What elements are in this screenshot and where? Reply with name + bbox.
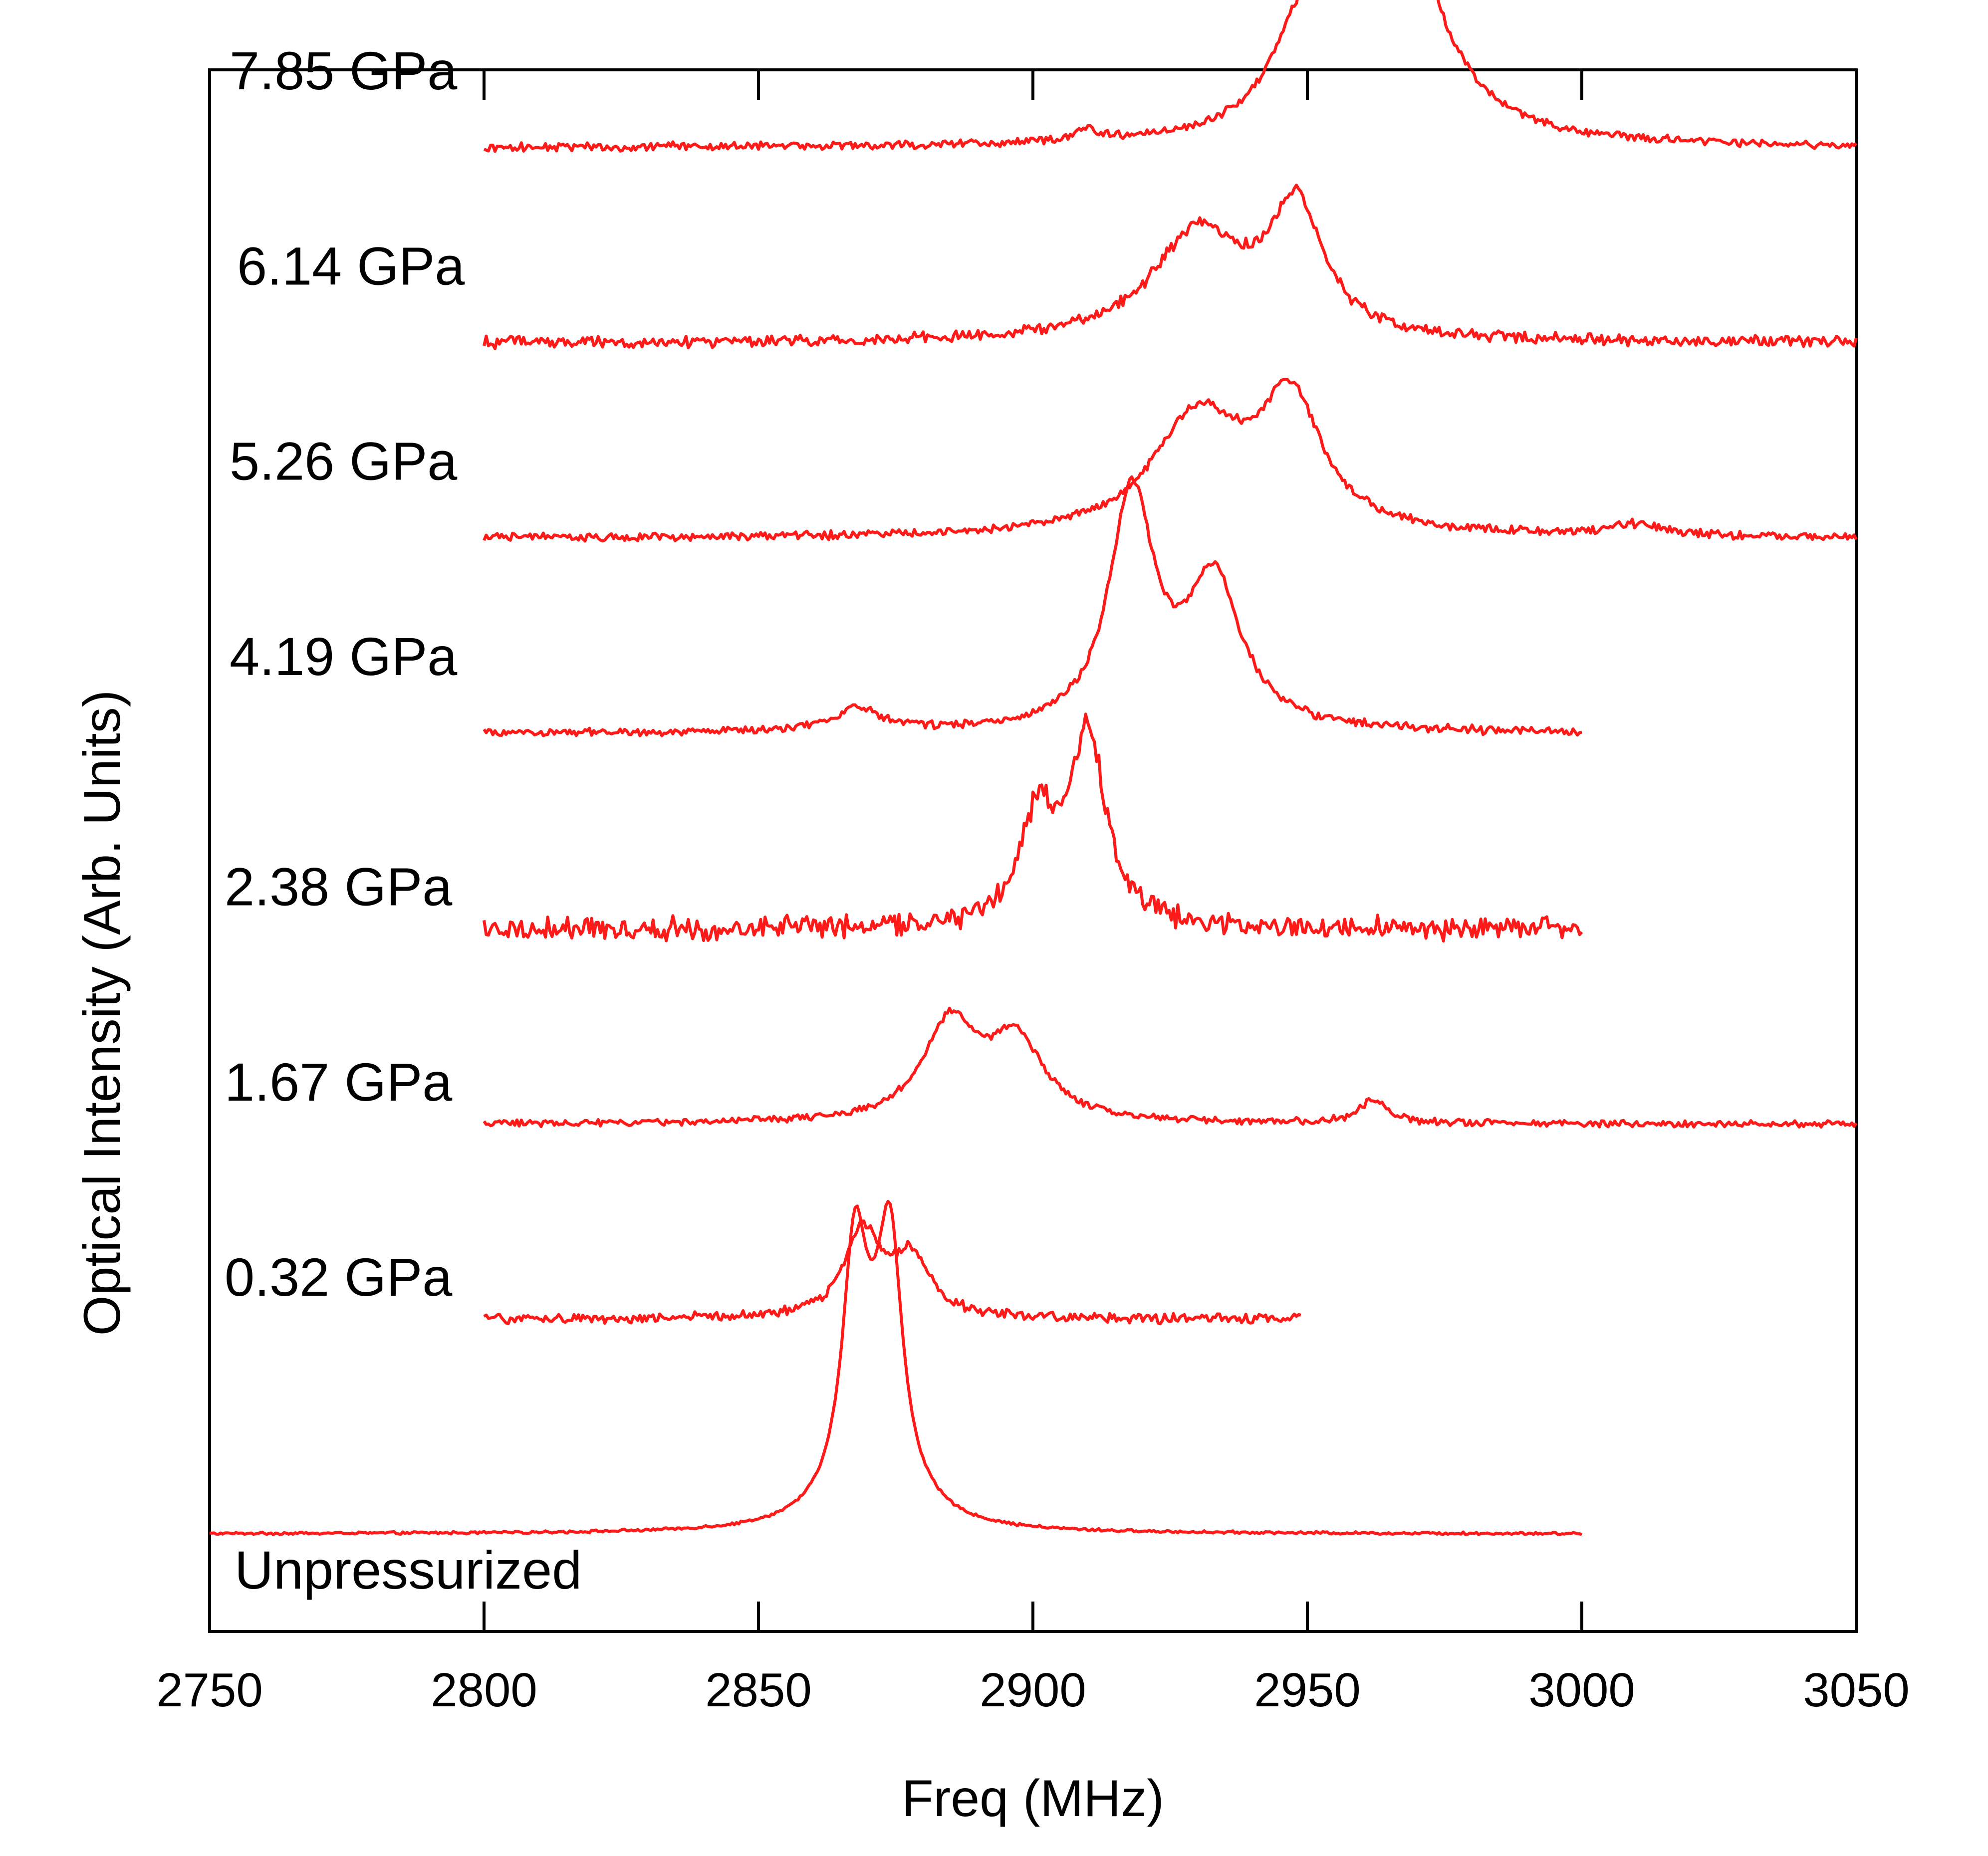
series-line-1-67-gpa <box>483 1006 1858 1129</box>
x-tick-label-2950: 2950 <box>1254 1663 1361 1717</box>
series-label-5-26-gpa: 5.26 GPa <box>230 431 458 491</box>
x-tick-label-2850: 2850 <box>705 1663 812 1717</box>
x-tick-labels: 2750 2800 2850 2900 2950 3000 3050 <box>156 1663 1910 1717</box>
x-tick-label-2800: 2800 <box>431 1663 537 1717</box>
series-labels: Unpressurized 0.32 GPa 1.67 GPa 2.38 GPa 4.1… <box>225 40 582 1600</box>
x-tick-label-3050: 3050 <box>1803 1663 1910 1717</box>
series-line-7-85-gpa <box>483 0 1858 153</box>
series-label-unpressurized: Unpressurized <box>235 1540 582 1600</box>
x-ticks <box>208 70 1858 1631</box>
x-tick-label-3000: 3000 <box>1528 1663 1635 1717</box>
series-label-4-19-gpa: 4.19 GPa <box>230 626 458 687</box>
x-tick-label-2900: 2900 <box>980 1663 1086 1717</box>
series-label-7-85-gpa: 7.85 GPa <box>230 40 458 101</box>
series-lines <box>209 0 1858 1536</box>
series-label-2-38-gpa: 2.38 GPa <box>225 857 453 917</box>
series-line-2-38-gpa <box>483 712 1583 943</box>
plot-frame <box>208 68 1858 1633</box>
y-axis-title: Optical Intensity (Arb. Units) <box>73 690 131 1336</box>
series-line-5-26-gpa <box>483 378 1858 543</box>
x-axis-title: Freq (MHz) <box>902 1770 1164 1828</box>
series-label-0-32-gpa: 0.32 GPa <box>225 1247 453 1307</box>
series-line-4-19-gpa <box>483 475 1582 737</box>
series-line-0-32-gpa <box>483 1219 1301 1326</box>
series-line-6-14-gpa <box>483 184 1858 350</box>
series-label-1-67-gpa: 1.67 GPa <box>225 1052 453 1112</box>
x-tick-label-2750: 2750 <box>156 1663 263 1717</box>
series-label-6-14-gpa: 6.14 GPa <box>237 235 465 296</box>
